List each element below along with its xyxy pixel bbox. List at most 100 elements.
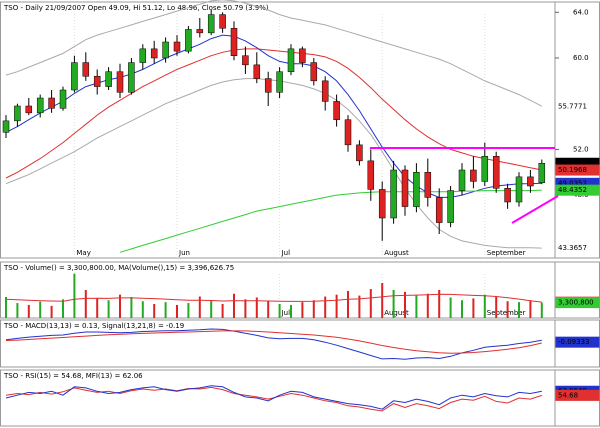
candle-body [287, 48, 295, 72]
volume-bar [176, 304, 178, 318]
candle-body [242, 55, 249, 66]
candle-body [344, 119, 352, 146]
candle-body [48, 97, 55, 109]
volume-bar [130, 297, 133, 318]
candle-body [470, 169, 477, 182]
x-tick-label: August [384, 249, 409, 257]
indicator-line [5, 293, 542, 303]
price-callout-label: 48.4352 [558, 186, 587, 194]
price-callout [556, 243, 599, 254]
price-callout-label: 55.7771 [558, 102, 587, 110]
price-callout-label: 50.79 [558, 159, 578, 167]
volume-bar [255, 297, 258, 318]
x-tick-label: Jun [178, 249, 190, 257]
volume-bar [347, 290, 349, 318]
candle-body [93, 76, 101, 87]
price-callout-label: 43.3657 [558, 244, 587, 252]
candle-body [515, 176, 523, 203]
candle-body [276, 71, 283, 93]
price-callout-label: 3,300,800 [558, 299, 594, 307]
volume-bar [335, 294, 338, 318]
price-callout-label: 49.0352 [558, 179, 587, 187]
volume-bar [210, 300, 213, 318]
candle-body [321, 80, 329, 102]
candle-body [59, 89, 67, 109]
volume-bar [449, 297, 452, 318]
candle-body [413, 172, 420, 207]
volume-bar [506, 301, 509, 318]
candle-body [527, 176, 534, 187]
volume-bar [233, 293, 235, 318]
y-tick-label: 60.0 [573, 54, 589, 62]
volume-bar [540, 302, 543, 318]
volume-bar [244, 299, 247, 318]
candle-body [116, 71, 124, 93]
candle-body [367, 160, 375, 190]
x-tick-label: September [487, 249, 526, 257]
volume-bar [415, 295, 418, 318]
volume-bar [483, 294, 486, 318]
candle-body [230, 28, 238, 56]
indicator-line [5, 330, 542, 354]
volume-bar [16, 303, 19, 318]
candle-body [139, 48, 147, 63]
candle-body [173, 41, 181, 52]
volume-bar [290, 304, 292, 318]
candle-body [447, 190, 454, 223]
volume-bar [301, 302, 304, 318]
candle-body [36, 97, 44, 114]
candle-body [492, 156, 500, 189]
x-tick-label: August [384, 309, 409, 317]
price-callout-label: -0.09333 [558, 338, 589, 346]
volume-bar [62, 299, 64, 318]
volume-bar [119, 294, 121, 318]
candle-body [128, 62, 135, 93]
candle-body [162, 41, 169, 59]
candle-body [435, 197, 443, 223]
x-tick-label: May [76, 249, 90, 257]
y-tick-label: 64.0 [573, 8, 589, 16]
y-tick-label: 52.0 [573, 145, 589, 153]
candle-body [150, 48, 158, 59]
candle-body [401, 169, 409, 207]
x-tick-label: Jul [281, 249, 291, 257]
candle-body [504, 188, 511, 203]
candle-body [538, 163, 546, 183]
candle-body [264, 78, 272, 93]
indicator-line [5, 48, 542, 179]
price-callout [555, 297, 600, 309]
candle-body [25, 105, 33, 114]
candle-body [253, 64, 261, 79]
panel-title: TSO - Daily 21/09/2007 Open 49.09, Hi 51… [3, 4, 269, 12]
candle-body [481, 156, 489, 182]
indicator-line [5, 0, 543, 107]
volume-bar [278, 304, 281, 318]
indicator-line [5, 78, 542, 249]
price-callout-label: 54.68 [558, 391, 578, 399]
volume-bar [312, 300, 315, 318]
volume-bar [50, 305, 53, 318]
volume-bar [472, 298, 475, 318]
candle-body [299, 48, 306, 63]
volume-bar [73, 273, 76, 318]
candle-body [458, 169, 466, 191]
candle-body [196, 29, 204, 34]
x-tick-label: Jul [281, 309, 291, 317]
volume-bar [438, 290, 441, 318]
candle-body [390, 169, 397, 219]
price-callout-label: 50.1968 [558, 166, 587, 174]
price-callout [556, 101, 599, 112]
trend-line [511, 195, 559, 224]
panel-title: TSO - RSI(15) = 54.68, MFI(13) = 62.06 [3, 372, 143, 380]
panel-title: TSO - Volume() = 3,300,800.00, MA(Volume… [3, 264, 234, 272]
candle-body [333, 101, 340, 120]
volume-bar [96, 298, 99, 318]
indicator-line [119, 189, 542, 253]
candle-body [185, 29, 192, 52]
candle-body [310, 62, 318, 82]
indicator-line [5, 328, 542, 360]
candle-body [2, 120, 10, 133]
panel-title: TSO - MACD(13,13) = 0.13, Signal(13,21,8… [3, 322, 184, 330]
volume-bar [267, 301, 270, 318]
